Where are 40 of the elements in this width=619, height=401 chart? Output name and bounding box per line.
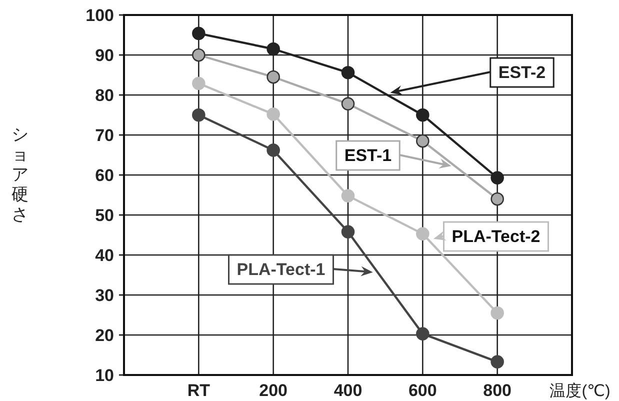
- point: [192, 108, 206, 122]
- point: [490, 171, 504, 184]
- legend-label: PLA-Tect-1: [236, 260, 326, 279]
- point: [266, 108, 280, 121]
- point: [416, 134, 430, 148]
- ylabel: ショア硬さ: [12, 125, 28, 224]
- point: [416, 227, 430, 240]
- y-tick-label: 60: [95, 166, 114, 185]
- point: [266, 70, 280, 84]
- point: [490, 355, 504, 368]
- y-tick-label: 50: [95, 206, 114, 225]
- point: [192, 26, 206, 40]
- y-tick-label: 100: [86, 6, 114, 25]
- series-label: PLA-Tect-2: [452, 227, 540, 246]
- point: [416, 108, 430, 122]
- point: [341, 66, 355, 80]
- y-tick-label: 70: [95, 126, 114, 145]
- point: [490, 192, 504, 206]
- x-tick-label: 800: [483, 381, 512, 400]
- point: [192, 48, 206, 62]
- y-tick-label: 10: [95, 366, 114, 385]
- y-tick-label: 80: [95, 86, 114, 105]
- y-tick-label: 40: [95, 246, 114, 265]
- point: [490, 306, 504, 320]
- x-tick-label: 200: [259, 381, 288, 400]
- y-tick-label: 20: [95, 326, 114, 345]
- x-tick-label: 600: [408, 381, 437, 400]
- point: [341, 225, 355, 238]
- x-tick-label: RT: [187, 381, 211, 400]
- point: [192, 76, 206, 90]
- x-tick-label: 400: [334, 381, 362, 400]
- legend-label: EST-1: [344, 146, 392, 165]
- point: [416, 327, 430, 340]
- y-tick-label: 30: [95, 286, 114, 305]
- point: [341, 97, 355, 110]
- x-axis-title: 温度(℃): [550, 382, 610, 400]
- point: [341, 189, 355, 202]
- point: [266, 144, 280, 157]
- point: [266, 42, 280, 56]
- y-tick-label: 90: [95, 46, 114, 65]
